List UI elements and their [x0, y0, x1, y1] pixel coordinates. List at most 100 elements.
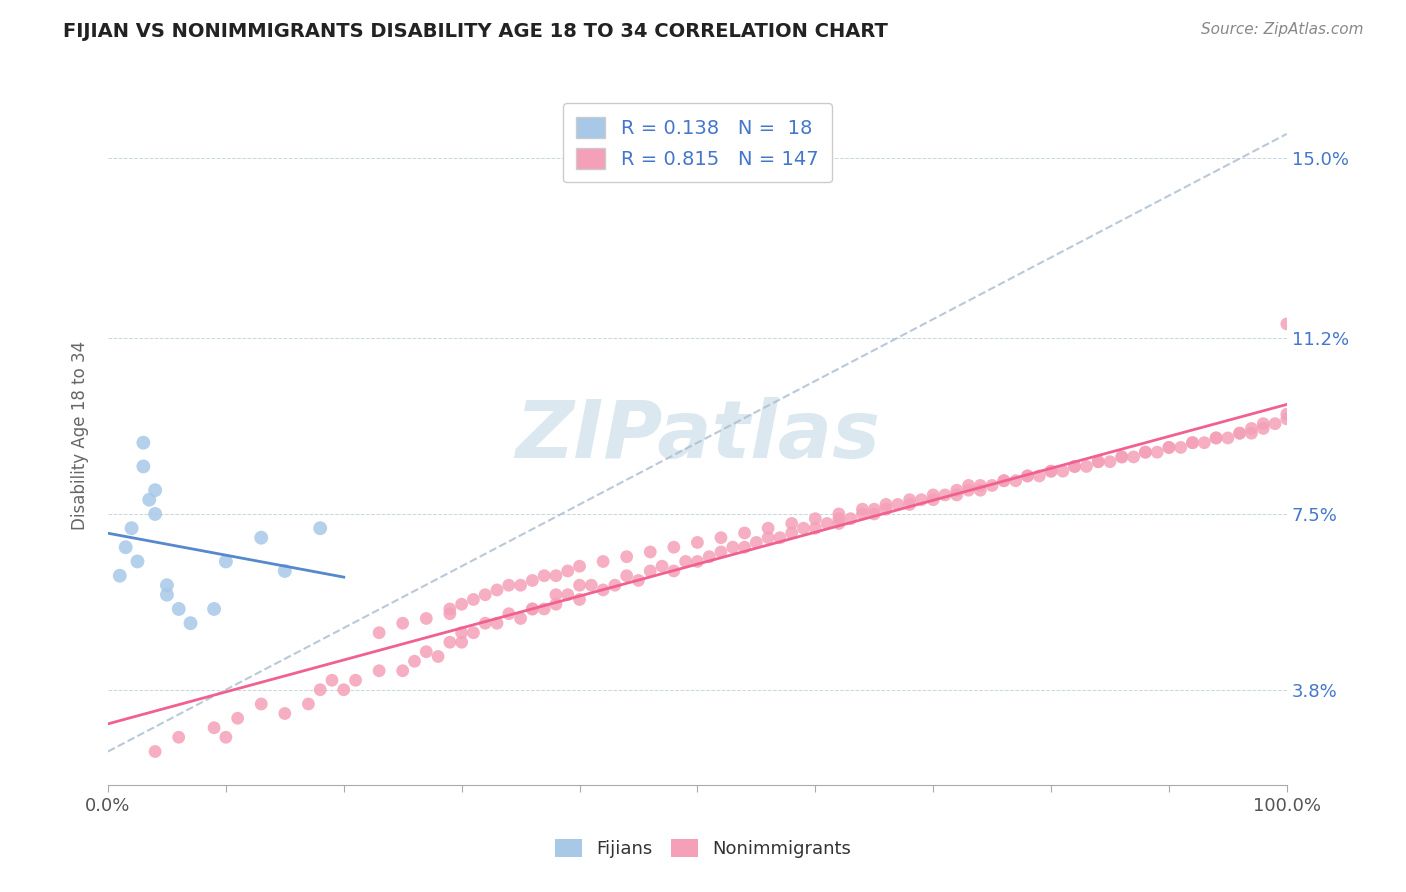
- Point: [179, 616, 201, 631]
- Point: [450, 635, 472, 649]
- Point: [638, 564, 661, 578]
- Point: [297, 697, 319, 711]
- Point: [544, 588, 567, 602]
- Point: [1181, 435, 1204, 450]
- Point: [603, 578, 626, 592]
- Point: [1111, 450, 1133, 464]
- Point: [780, 516, 803, 531]
- Point: [143, 744, 166, 758]
- Point: [1275, 407, 1298, 421]
- Point: [215, 554, 238, 568]
- Point: [568, 559, 591, 574]
- Point: [156, 578, 179, 592]
- Point: [898, 498, 921, 512]
- Point: [1017, 469, 1039, 483]
- Point: [1229, 426, 1251, 441]
- Point: [485, 582, 508, 597]
- Point: [815, 516, 838, 531]
- Point: [509, 578, 531, 592]
- Point: [309, 682, 332, 697]
- Point: [616, 568, 638, 582]
- Point: [498, 578, 520, 592]
- Point: [745, 535, 768, 549]
- Point: [544, 568, 567, 582]
- Point: [1004, 474, 1026, 488]
- Point: [710, 531, 733, 545]
- Point: [592, 582, 614, 597]
- Point: [828, 512, 851, 526]
- Point: [1135, 445, 1157, 459]
- Point: [415, 611, 437, 625]
- Point: [887, 498, 910, 512]
- Point: [922, 492, 945, 507]
- Point: [969, 478, 991, 492]
- Point: [1194, 435, 1216, 450]
- Point: [993, 474, 1015, 488]
- Point: [769, 531, 792, 545]
- Point: [485, 616, 508, 631]
- Point: [957, 478, 980, 492]
- Point: [1111, 450, 1133, 464]
- Point: [945, 483, 967, 498]
- Point: [1040, 464, 1063, 478]
- Point: [439, 607, 461, 621]
- Point: [533, 602, 555, 616]
- Point: [121, 521, 143, 535]
- Point: [557, 564, 579, 578]
- Point: [202, 721, 225, 735]
- Point: [332, 682, 354, 697]
- Point: [804, 512, 827, 526]
- Point: [474, 588, 496, 602]
- Point: [1275, 412, 1298, 426]
- Point: [1063, 459, 1085, 474]
- Point: [167, 602, 190, 616]
- Point: [957, 483, 980, 498]
- Point: [828, 507, 851, 521]
- Point: [167, 731, 190, 745]
- Point: [875, 502, 897, 516]
- Point: [851, 502, 873, 516]
- Point: [1264, 417, 1286, 431]
- Point: [568, 592, 591, 607]
- Point: [415, 645, 437, 659]
- Point: [533, 568, 555, 582]
- Point: [1205, 431, 1227, 445]
- Point: [686, 554, 709, 568]
- Point: [863, 502, 886, 516]
- Point: [1251, 417, 1274, 431]
- Point: [592, 554, 614, 568]
- Point: [993, 474, 1015, 488]
- Point: [969, 483, 991, 498]
- Legend: R = 0.138   N =  18, R = 0.815   N = 147: R = 0.138 N = 18, R = 0.815 N = 147: [562, 103, 832, 182]
- Point: [581, 578, 603, 592]
- Point: [1052, 464, 1074, 478]
- Point: [734, 525, 756, 540]
- Point: [463, 592, 485, 607]
- Point: [1017, 469, 1039, 483]
- Point: [1098, 455, 1121, 469]
- Point: [368, 625, 391, 640]
- Point: [450, 597, 472, 611]
- Point: [108, 568, 131, 582]
- Point: [439, 602, 461, 616]
- Point: [721, 540, 744, 554]
- Point: [568, 578, 591, 592]
- Point: [368, 664, 391, 678]
- Point: [522, 602, 544, 616]
- Point: [1157, 441, 1180, 455]
- Point: [1229, 426, 1251, 441]
- Point: [1181, 435, 1204, 450]
- Point: [1087, 455, 1109, 469]
- Point: [756, 521, 779, 535]
- Point: [138, 492, 160, 507]
- Point: [250, 697, 273, 711]
- Point: [875, 498, 897, 512]
- Point: [114, 540, 136, 554]
- Point: [780, 525, 803, 540]
- Point: [863, 507, 886, 521]
- Point: [1205, 431, 1227, 445]
- Point: [321, 673, 343, 688]
- Point: [1135, 445, 1157, 459]
- Point: [156, 588, 179, 602]
- Point: [638, 545, 661, 559]
